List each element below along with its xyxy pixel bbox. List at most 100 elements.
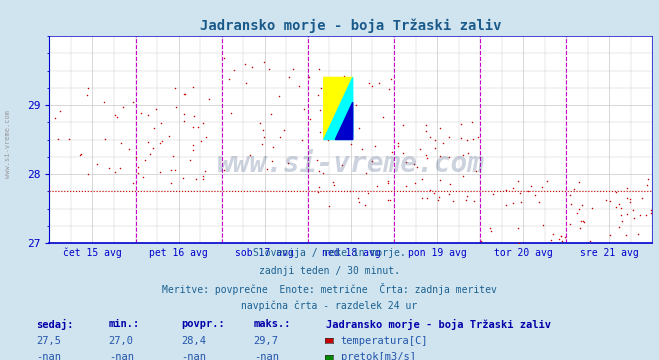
Text: sedaj:: sedaj: (36, 319, 74, 330)
Point (339, 73, 349, 78)
Point (420, 122, 431, 128)
Point (320, 116, 330, 121)
Point (112, 114, 123, 120)
Point (179, 91, 190, 96)
Point (610, 189, 621, 195)
Text: www.si-vreme.com: www.si-vreme.com (217, 150, 485, 178)
Point (361, 170, 372, 175)
Text: -nan: -nan (109, 352, 134, 360)
Point (538, 222, 548, 228)
Point (304, 116, 315, 122)
Point (328, 179, 338, 185)
Point (241, 81, 251, 86)
Point (645, 207, 656, 213)
Point (560, 234, 571, 240)
Point (420, 152, 431, 158)
Point (360, 202, 370, 208)
Point (165, 181, 176, 186)
Point (614, 225, 624, 230)
Point (316, 85, 326, 90)
Point (191, 176, 202, 181)
Point (192, 124, 203, 130)
Point (397, 150, 408, 156)
Point (438, 140, 449, 145)
Point (150, 107, 161, 112)
Text: maks.:: maks.: (254, 319, 291, 329)
Point (64, 136, 74, 141)
Point (55, 108, 66, 114)
Point (401, 159, 411, 165)
Point (140, 157, 151, 163)
Point (82, 171, 93, 177)
Point (605, 232, 616, 238)
Point (258, 134, 269, 140)
Point (508, 185, 519, 191)
Point (641, 212, 652, 218)
Polygon shape (324, 77, 353, 140)
Point (104, 165, 115, 171)
Point (52, 136, 63, 142)
Point (196, 138, 207, 144)
Point (115, 140, 126, 145)
Point (565, 201, 576, 206)
Point (99, 99, 109, 104)
Point (554, 237, 565, 242)
Point (82, 93, 92, 98)
Point (204, 96, 214, 102)
Point (49, 116, 60, 121)
Point (163, 133, 174, 139)
Point (128, 99, 138, 104)
Point (188, 142, 198, 148)
Point (264, 66, 275, 72)
Point (444, 192, 454, 197)
Point (585, 238, 595, 243)
Point (461, 193, 472, 199)
Point (400, 183, 411, 189)
Point (574, 206, 585, 212)
Point (268, 144, 278, 150)
Point (156, 138, 167, 144)
Text: pretok[m3/s]: pretok[m3/s] (341, 352, 416, 360)
Point (189, 113, 200, 118)
Point (135, 111, 146, 116)
Text: temperatura[C]: temperatura[C] (341, 336, 428, 346)
Text: -nan: -nan (254, 352, 279, 360)
Point (223, 76, 234, 82)
Point (611, 204, 621, 210)
Text: zadnji teden / 30 minut.: zadnji teden / 30 minut. (259, 266, 400, 276)
Point (565, 221, 575, 227)
Point (548, 231, 559, 237)
Point (313, 189, 324, 195)
Point (462, 137, 473, 143)
Point (133, 164, 144, 170)
Point (635, 212, 645, 218)
Text: 29,7: 29,7 (254, 336, 279, 346)
Point (616, 212, 626, 217)
Text: min.:: min.: (109, 319, 140, 329)
Point (83, 85, 94, 91)
Point (467, 120, 477, 125)
Point (100, 136, 110, 142)
Point (346, 141, 357, 147)
Point (131, 154, 142, 159)
Point (357, 146, 368, 152)
Polygon shape (335, 102, 353, 140)
Point (115, 165, 126, 171)
Point (145, 151, 156, 157)
Point (476, 238, 486, 244)
Point (383, 178, 393, 184)
Point (500, 202, 511, 208)
Point (385, 197, 395, 203)
Point (245, 152, 256, 158)
Point (458, 173, 469, 179)
Point (622, 195, 633, 201)
Point (444, 134, 455, 140)
Point (322, 137, 333, 143)
Point (572, 211, 583, 216)
Point (473, 134, 484, 140)
Point (266, 158, 277, 164)
Point (198, 120, 209, 125)
Text: navpična črta - razdelek 24 ur: navpična črta - razdelek 24 ur (241, 300, 418, 311)
Title: Jadransko morje - boja Tržaski zaliv: Jadransko morje - boja Tržaski zaliv (200, 19, 501, 33)
Point (600, 197, 611, 203)
